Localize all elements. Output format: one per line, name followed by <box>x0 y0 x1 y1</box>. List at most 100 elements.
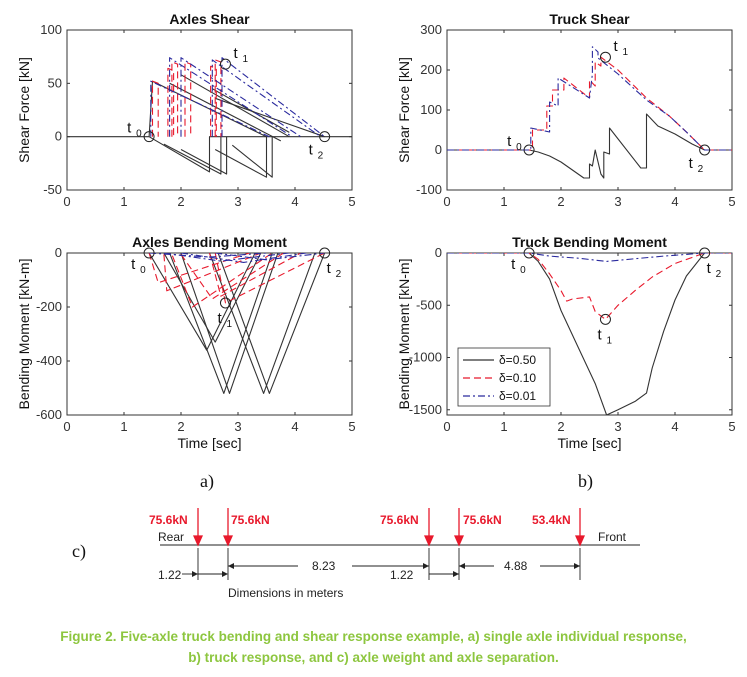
x-tick-label: 0 <box>63 194 70 209</box>
y-tick-label: -500 <box>416 297 442 312</box>
axle-load-3: 75.6kN <box>380 513 419 527</box>
series-line-delta-001 <box>211 59 321 138</box>
series-line-delta-050 <box>215 97 325 138</box>
series-line-delta-001 <box>149 253 267 258</box>
event-label-t1-sub: 1 <box>242 54 248 65</box>
event-label-t0: t <box>131 256 136 273</box>
panel-label-c: c) <box>72 541 86 562</box>
series-line-delta-050 <box>163 136 222 175</box>
event-label-t2: t <box>689 155 694 172</box>
event-label-t1-sub: 1 <box>622 47 628 58</box>
event-marker-t2 <box>699 144 711 156</box>
series-line-delta-050 <box>231 136 273 178</box>
figure-caption: Figure 2. Five-axle truck bending and sh… <box>20 626 727 668</box>
front-label: Front <box>598 530 627 544</box>
series-line-delta-010 <box>214 59 222 137</box>
event-marker-t1 <box>219 58 231 70</box>
event-marker-t0 <box>523 247 535 259</box>
y-axis-label: Bending Moment [kN-m] <box>396 259 412 410</box>
event-label-t2: t <box>327 260 332 277</box>
event-label-t0: t <box>511 256 516 273</box>
x-tick-label: 3 <box>234 194 241 209</box>
series-line-delta-050 <box>180 136 228 175</box>
series-line-delta-010 <box>163 253 262 292</box>
series-line-delta-001 <box>150 80 270 138</box>
series-line-delta-010 <box>171 253 273 308</box>
caption-line-1: Figure 2. Five-axle truck bending and sh… <box>60 629 687 644</box>
event-label-t1: t <box>233 45 238 62</box>
axle-diagram: Rear Front 75.6kN 75.6kN 75.6kN 75.6kN 5… <box>149 508 640 600</box>
event-marker-t0 <box>143 247 155 259</box>
x-tick-label: 0 <box>443 194 450 209</box>
series-line-delta-050 <box>67 136 352 173</box>
caption-line-2: b) truck response, and c) axle weight an… <box>188 650 559 665</box>
y-tick-label: -100 <box>416 182 442 197</box>
legend: δ=0.50 δ=0.10 δ=0.01 <box>457 347 551 407</box>
event-label-t1: t <box>597 326 602 343</box>
series-line-delta-010 <box>151 80 159 137</box>
x-tick-label: 4 <box>291 194 298 209</box>
x-tick-label: 0 <box>63 419 70 434</box>
event-marker-t0 <box>143 131 155 143</box>
y-tick-label: -400 <box>36 353 62 368</box>
x-tick-label: 0 <box>443 419 450 434</box>
event-label-t2-sub: 2 <box>336 269 342 280</box>
series-line-delta-010 <box>184 61 192 137</box>
event-marker-t2 <box>319 131 331 143</box>
series-line-delta-001 <box>169 57 293 138</box>
panel-label-a: a) <box>200 471 214 492</box>
series-line-delta-010 <box>447 253 732 320</box>
y-tick-label: 0 <box>55 245 62 260</box>
x-tick-label: 4 <box>671 419 678 434</box>
event-marker-t1 <box>599 51 611 63</box>
event-label-t2-sub: 2 <box>318 151 324 162</box>
x-axis-label: Time [sec] <box>557 435 621 451</box>
y-tick-label: 0 <box>435 245 442 260</box>
chart-title: Axles Shear <box>169 11 250 27</box>
x-tick-label: 3 <box>234 419 241 434</box>
axle-load-1: 75.6kN <box>149 513 188 527</box>
axle-load-2: 75.6kN <box>231 513 270 527</box>
event-label-t0-sub: 0 <box>136 129 142 140</box>
x-tick-label: 1 <box>500 419 507 434</box>
event-label-t0: t <box>127 120 132 137</box>
axle-load-arrows <box>192 508 586 547</box>
series-line-delta-050 <box>217 253 326 394</box>
dimension-lines <box>182 548 581 580</box>
units-note: Dimensions in meters <box>228 586 343 600</box>
series-line-delta-050 <box>169 82 282 142</box>
y-tick-label: 100 <box>420 102 442 117</box>
event-label-t2: t <box>309 142 314 159</box>
series-line-delta-050 <box>180 253 279 394</box>
y-axis-label: Shear Force [kN] <box>396 57 412 163</box>
y-tick-label: 0 <box>55 129 62 144</box>
y-axis-label: Bending Moment [kN-m] <box>16 259 32 410</box>
y-tick-label: -50 <box>43 182 62 197</box>
legend-label: δ=0.50 <box>499 353 536 367</box>
y-tick-label: 200 <box>420 62 442 77</box>
series-line-delta-010 <box>180 253 284 300</box>
event-label-t1-sub: 1 <box>606 335 612 346</box>
series-line-delta-001 <box>221 57 325 138</box>
x-tick-label: 1 <box>500 194 507 209</box>
series-line-delta-001 <box>447 46 732 151</box>
chart-title: Axles Bending Moment <box>132 234 287 250</box>
chart-axles_bending: 0 1 2 3 4 5 -600 -400 -200 0 Axles Bending Moment B… <box>16 234 356 451</box>
chart-truck_bending: 0 1 2 3 4 5 -1500 -1000 -500 0 Truck Bending Momen… <box>396 234 736 451</box>
x-tick-label: 5 <box>728 194 735 209</box>
legend-label: δ=0.10 <box>499 371 536 385</box>
series-line-delta-001 <box>180 253 307 263</box>
x-tick-label: 1 <box>120 194 127 209</box>
x-tick-label: 1 <box>120 419 127 434</box>
y-tick-label: 100 <box>40 22 62 37</box>
series-line-delta-010 <box>210 65 217 137</box>
series-line-delta-010 <box>167 67 175 137</box>
series-line-delta-010 <box>214 253 325 304</box>
series-line-delta-010 <box>208 253 301 297</box>
plot-frame <box>446 29 733 191</box>
event-label-t1-sub: 1 <box>226 319 232 330</box>
event-label-t2: t <box>707 260 712 277</box>
series-line-delta-050 <box>214 136 268 178</box>
x-tick-label: 4 <box>291 419 298 434</box>
